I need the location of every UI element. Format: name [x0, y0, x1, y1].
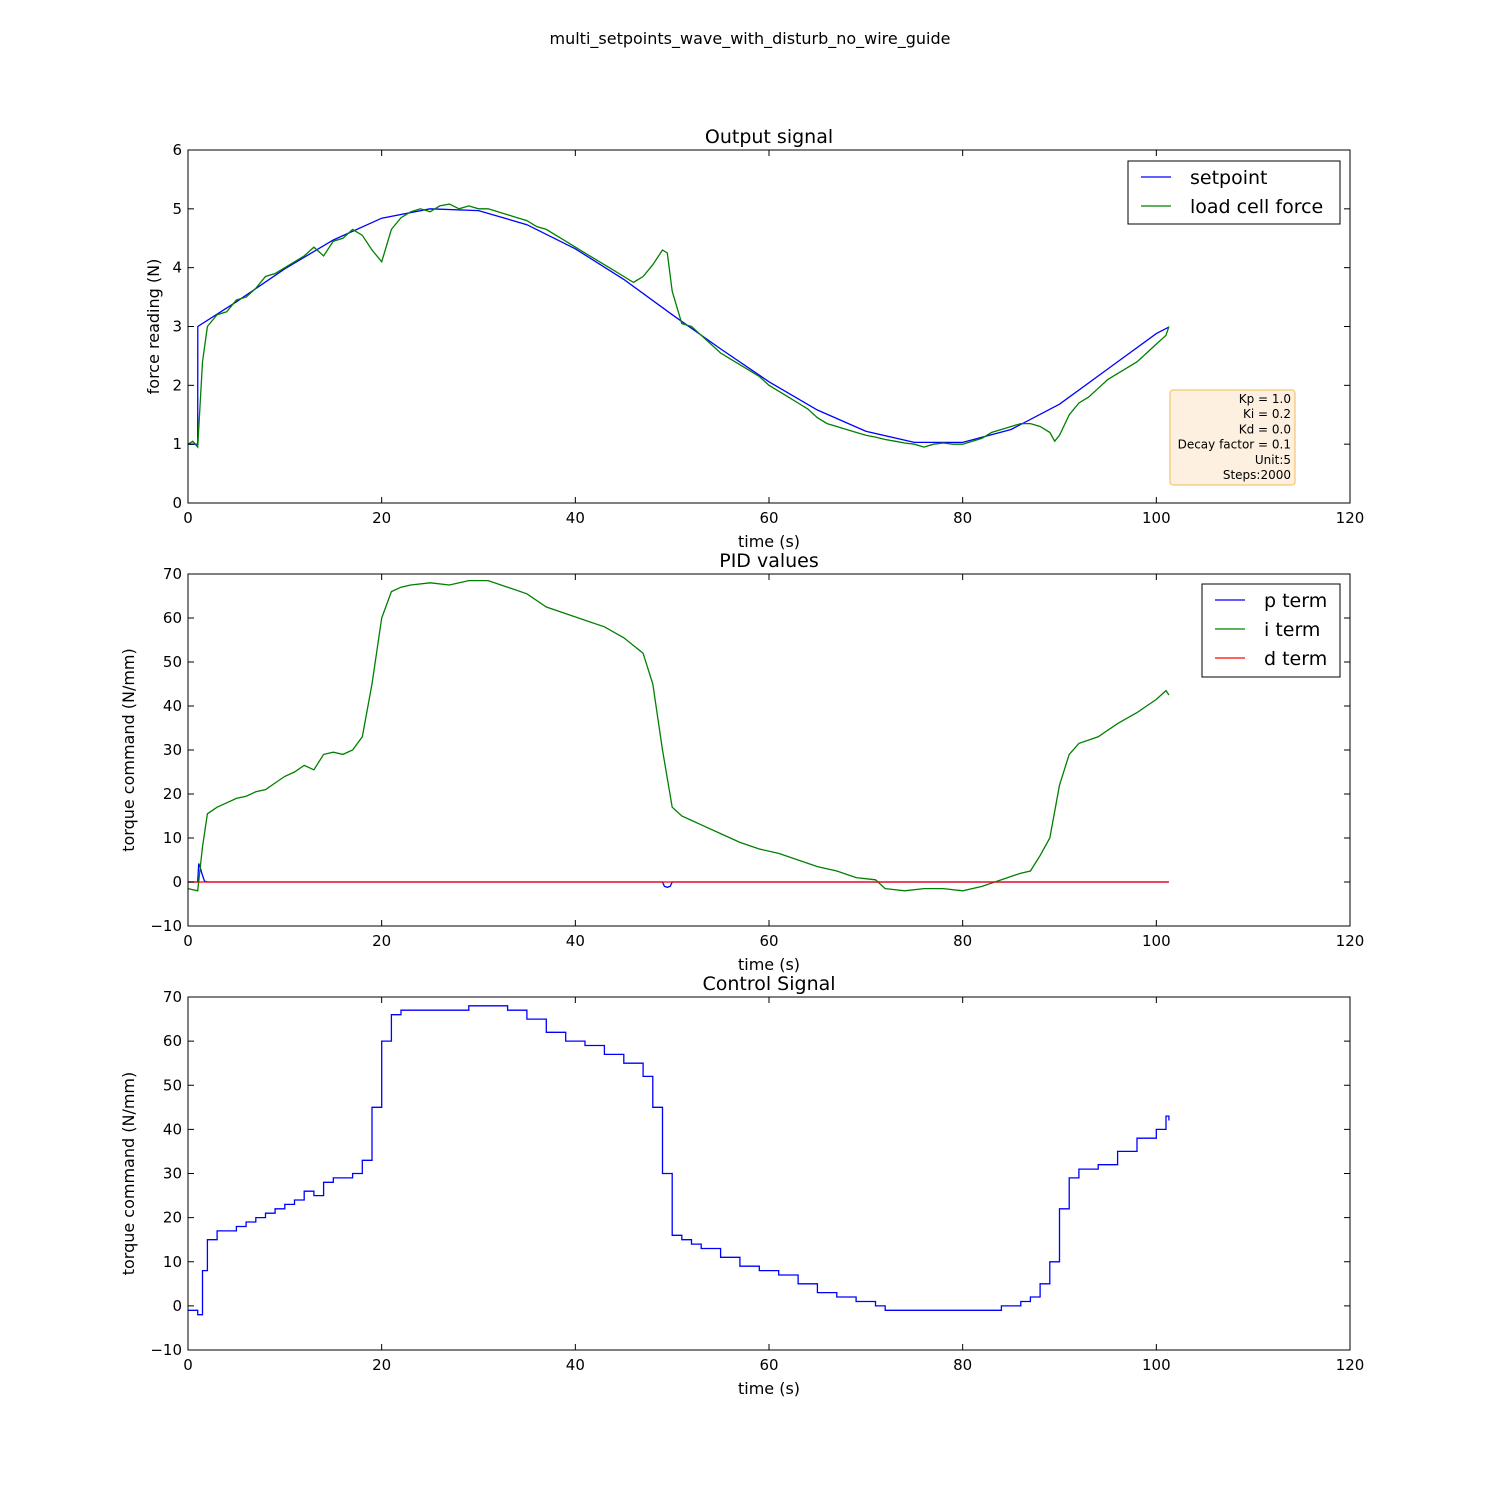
x-tick-label: 60 [759, 932, 778, 950]
x-tick-label: 40 [566, 509, 585, 527]
chart-title: Output signal [705, 126, 833, 148]
y-tick-label: 50 [163, 1076, 182, 1094]
y-tick-label: 4 [172, 259, 182, 277]
y-tick-label: 70 [163, 565, 182, 583]
y-tick-label: 30 [163, 741, 182, 759]
y-tick-label: 30 [163, 1165, 182, 1183]
chart-panel-1: 0 20 40 60 80 100 120 0 1 2 3 4 5 6 Output signal time … [144, 126, 1364, 551]
annotation-line: Kp = 1.0 [1239, 392, 1291, 406]
chart-title: Control Signal [702, 973, 835, 995]
y-tick-label: −10 [150, 917, 182, 935]
y-tick-label: 10 [163, 829, 182, 847]
y-tick-label: 60 [163, 1032, 182, 1050]
y-tick-label: 70 [163, 988, 182, 1006]
y-tick-label: 20 [163, 785, 182, 803]
y-tick-label: 0 [172, 494, 182, 512]
x-tick-label: 80 [953, 509, 972, 527]
y-tick-label: −10 [150, 1341, 182, 1359]
x-axis-label: time (s) [738, 1379, 800, 1398]
series-line-p-term [188, 863, 1169, 888]
legend-label: d term [1264, 648, 1327, 670]
x-axis-label: time (s) [738, 955, 800, 974]
x-tick-label: 100 [1142, 932, 1171, 950]
x-tick-label: 20 [372, 932, 391, 950]
x-tick-label: 120 [1336, 509, 1365, 527]
legend: setpoint load cell force [1127, 160, 1341, 225]
y-axis-label: force reading (N) [144, 259, 163, 395]
pid-params-annotation: Kp = 1.0Ki = 0.2Kd = 0.0 Decay factor = 0… [1169, 389, 1296, 486]
annotation-line: Kd = 0.0 [1239, 422, 1291, 436]
y-tick-label: 0 [172, 873, 182, 891]
x-tick-label: 0 [183, 509, 193, 527]
x-tick-label: 100 [1142, 509, 1171, 527]
x-tick-label: 100 [1142, 1356, 1171, 1374]
annotation-line: Decay factor = 0.1 [1178, 438, 1291, 452]
y-tick-label: 6 [172, 141, 182, 159]
figure-suptitle: multi_setpoints_wave_with_disturb_no_wir… [550, 29, 951, 49]
annotation-box [1169, 389, 1296, 486]
axes-frame [187, 573, 1351, 927]
legend-box [1127, 160, 1341, 225]
y-tick-label: 0 [172, 1297, 182, 1315]
series-line-control-signal [188, 1005, 1170, 1316]
y-axis-label: torque command (N/mm) [119, 648, 138, 852]
y-tick-label: 40 [163, 697, 182, 715]
y-tick-label: 10 [163, 1253, 182, 1271]
annotation-line: Ki = 0.2 [1243, 407, 1291, 421]
legend: p term i term d term [1201, 583, 1341, 678]
chart-title: PID values [719, 550, 819, 572]
chart-panel-3: 0 20 40 60 80 100 120−10010203040506070Control… [119, 973, 1364, 1398]
y-tick-label: 60 [163, 609, 182, 627]
x-tick-label: 80 [953, 1356, 972, 1374]
x-tick-label: 40 [566, 932, 585, 950]
y-tick-label: 1 [172, 435, 182, 453]
x-axis-label: time (s) [738, 532, 800, 551]
x-tick-label: 120 [1336, 932, 1365, 950]
y-tick-label: 3 [172, 318, 182, 336]
x-tick-label: 0 [183, 1356, 193, 1374]
series-line-setpoint [188, 208, 1170, 445]
x-tick-label: 20 [372, 1356, 391, 1374]
x-tick-label: 60 [759, 1356, 778, 1374]
y-tick-label: 50 [163, 653, 182, 671]
x-tick-label: 0 [183, 932, 193, 950]
y-tick-label: 2 [172, 376, 182, 394]
y-tick-label: 20 [163, 1209, 182, 1227]
y-tick-label: 40 [163, 1120, 182, 1138]
x-tick-label: 20 [372, 509, 391, 527]
x-tick-label: 40 [566, 1356, 585, 1374]
legend-label: setpoint [1190, 167, 1268, 189]
x-tick-label: 60 [759, 509, 778, 527]
legend-label: i term [1264, 619, 1320, 641]
y-axis-label: torque command (N/mm) [119, 1072, 138, 1276]
y-tick-label: 5 [172, 200, 182, 218]
x-tick-label: 120 [1336, 1356, 1365, 1374]
annotation-line: Unit:5 [1255, 453, 1291, 467]
legend-label: p term [1264, 590, 1327, 612]
x-tick-label: 80 [953, 932, 972, 950]
series-line-load-cell-force [188, 203, 1170, 449]
legend-label: load cell force [1190, 196, 1323, 218]
annotation-line: Steps:2000 [1223, 468, 1291, 482]
series-line-i-term [188, 579, 1170, 892]
